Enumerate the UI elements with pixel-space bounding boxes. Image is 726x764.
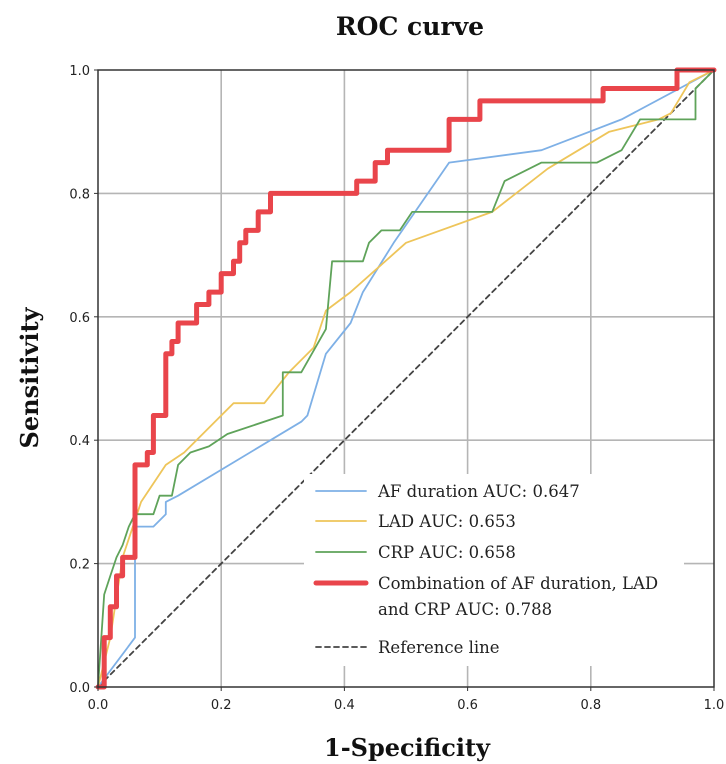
y-axis-ticks: 0.0 0.2 0.4 0.6 0.8 1.0 [69,64,98,696]
plot-border [97,69,715,688]
series-line-3 [95,67,717,690]
legend-background [304,474,684,666]
series-line-2 [97,69,715,688]
x-tick-label-3: 0.6 [457,698,478,713]
y-axis-title: Sensitivity [15,306,44,448]
x-tick-label-5: 1.0 [704,698,725,713]
chart-title: ROC curve [336,12,484,41]
series-line-4 [97,69,715,688]
legend: AF duration AUC: 0.647 LAD AUC: 0.653 CRP … [304,474,684,666]
x-tick-label-0: 0.0 [88,698,109,713]
x-axis-ticks: 0.0 0.2 0.4 0.6 0.8 1.0 [88,687,725,713]
y-tick-label-5: 1.0 [69,64,90,79]
legend-label-1: LAD AUC: 0.653 [378,512,516,531]
series-line-1 [97,69,715,688]
y-tick-label-1: 0.2 [69,558,90,573]
x-tick-label-2: 0.4 [334,698,355,713]
legend-label-2: CRP AUC: 0.658 [378,543,516,562]
x-tick-label-1: 0.2 [211,698,232,713]
y-tick-label-2: 0.4 [69,434,90,449]
x-axis-title: 1-Specificity [324,733,491,762]
y-tick-label-0: 0.0 [69,681,90,696]
grid-lines [98,70,714,687]
legend-label-4: Reference line [378,638,500,657]
legend-label-3: Combination of AF duration, LAD [378,574,658,593]
x-tick-label-4: 0.8 [580,698,601,713]
y-tick-label-4: 0.8 [69,187,90,202]
legend-label-0: AF duration AUC: 0.647 [377,482,580,501]
legend-label-3-line-1: and CRP AUC: 0.788 [378,600,552,619]
series-lines [95,67,717,690]
y-tick-label-3: 0.6 [69,311,90,326]
